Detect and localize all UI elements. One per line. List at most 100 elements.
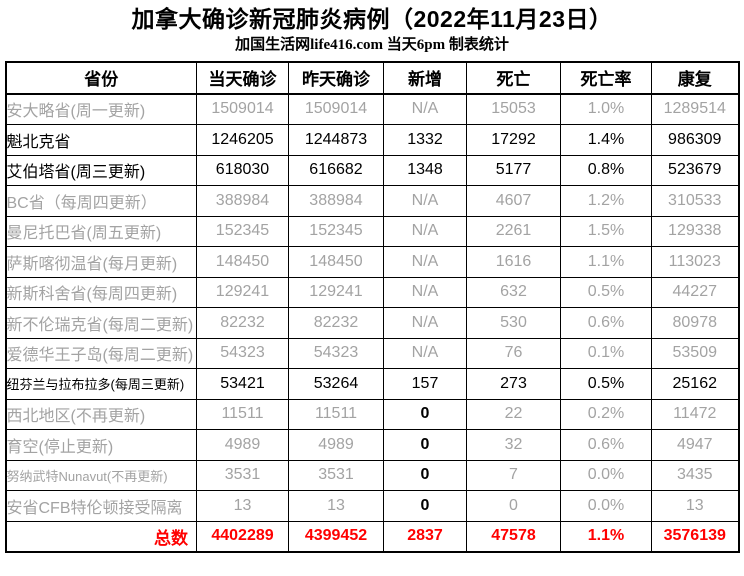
value-cell: 44227 [651,276,739,308]
column-header-yesterday-confirmed: 昨天确诊 [288,61,384,95]
value-cell: 13 [651,490,739,522]
value-cell: 273 [466,368,561,400]
value-cell: N/A [383,93,467,125]
value-cell: 113023 [651,246,739,278]
value-cell: 53509 [651,337,739,369]
value-cell: N/A [383,307,467,339]
value-cell: 47578 [466,520,561,553]
value-cell: N/A [383,337,467,369]
value-cell: 32 [466,429,561,461]
table-row: 纽芬兰与拉布拉多(每周三更新) 53421 53264 157 273 0.5% 25162 [5,368,739,400]
value-cell: 152345 [196,215,289,247]
value-cell: 0.5% [560,276,652,308]
value-cell: 76 [466,337,561,369]
total-row: 总数 4402289 4399452 2837 47578 1.1% 3576139 [5,520,739,553]
table-row: 新不伦瑞克省(每周二更新) 82232 82232 N/A 530 0.6% 80978 [5,307,739,339]
value-cell: 5177 [466,154,561,186]
page-subtitle: 加国生活网life416.com 当天6pm 制表统计 [235,37,509,53]
province-name-cell: 爱德华王子岛(每周二更新) [5,337,197,369]
column-header-today-confirmed: 当天确诊 [196,61,289,95]
value-cell: 4989 [288,429,384,461]
province-name-cell: 西北地区(不再更新) [5,398,197,430]
value-cell: 388984 [196,185,289,217]
value-cell: 54323 [288,337,384,369]
value-cell: 3576139 [651,520,739,553]
table-row: 爱德华王子岛(每周二更新) 54323 54323 N/A 76 0.1% 53509 [5,337,739,369]
value-cell: 1.2% [560,185,652,217]
value-cell: 4947 [651,429,739,461]
value-cell: 530 [466,307,561,339]
province-name-cell: 艾伯塔省(周三更新) [5,154,197,186]
province-name-cell: 萨斯喀彻温省(每月更新) [5,246,197,278]
page-title: 加拿大确诊新冠肺炎病例（2022年11月23日） [131,6,613,32]
value-cell: 0.6% [560,429,652,461]
value-cell: 4607 [466,185,561,217]
value-cell: 1246205 [196,124,289,156]
value-cell: 2837 [383,520,467,553]
value-cell: 53264 [288,368,384,400]
value-cell: 11511 [196,398,289,430]
table-row: 艾伯塔省(周三更新) 618030 616682 1348 5177 0.8% 523679 [5,154,739,186]
table-row: BC省（每周四更新） 388984 388984 N/A 4607 1.2% 310533 [5,185,739,217]
value-cell: 157 [383,368,467,400]
value-cell: 25162 [651,368,739,400]
province-name-cell: 新不伦瑞克省(每周二更新) [5,307,197,339]
value-cell: 0.0% [560,490,652,522]
value-cell: 3531 [288,459,384,491]
table-row: 魁北克省 1246205 1244873 1332 17292 1.4% 986309 [5,124,739,156]
value-cell: 1509014 [288,93,384,125]
value-cell: 388984 [288,185,384,217]
value-cell: 0.8% [560,154,652,186]
table-row: 努纳武特Nunavut(不再更新) 3531 3531 0 7 0.0% 3435 [5,459,739,491]
value-cell: 1332 [383,124,467,156]
province-name-cell: 魁北克省 [5,124,197,156]
value-cell: 11472 [651,398,739,430]
value-cell: 1244873 [288,124,384,156]
value-cell: 0.2% [560,398,652,430]
table-row: 育空(停止更新) 4989 4989 0 32 0.6% 4947 [5,429,739,461]
column-header-province: 省份 [5,61,197,95]
value-cell: 15053 [466,93,561,125]
value-cell: 7 [466,459,561,491]
value-cell: 54323 [196,337,289,369]
value-cell: 53421 [196,368,289,400]
value-cell: 618030 [196,154,289,186]
value-cell: 3435 [651,459,739,491]
province-name-cell: 努纳武特Nunavut(不再更新) [5,459,197,491]
value-cell: 0.0% [560,459,652,491]
value-cell: 1289514 [651,93,739,125]
covid-stats-table: 省份 当天确诊 昨天确诊 新增 死亡 死亡率 康复 安大略省(周一更新) 1509… [4,61,740,553]
value-cell: 4402289 [196,520,289,553]
value-cell: 129338 [651,215,739,247]
value-cell: 0 [466,490,561,522]
value-cell: 0.5% [560,368,652,400]
value-cell: 148450 [196,246,289,278]
value-cell: 616682 [288,154,384,186]
value-cell: 632 [466,276,561,308]
column-header-death-rate: 死亡率 [560,61,652,95]
province-name-cell: 安大略省(周一更新) [5,93,197,125]
column-header-recovered: 康复 [651,61,739,95]
value-cell: 0 [383,398,467,430]
value-cell: 82232 [288,307,384,339]
covid-report-card: 加拿大确诊新冠肺炎病例（2022年11月23日） 加国生活网life416.co… [0,5,744,553]
value-cell: 1.4% [560,124,652,156]
value-cell: 1509014 [196,93,289,125]
value-cell: 129241 [288,276,384,308]
value-cell: 80978 [651,307,739,339]
value-cell: 13 [196,490,289,522]
column-header-new-cases: 新增 [383,61,467,95]
value-cell: 1.5% [560,215,652,247]
value-cell: 152345 [288,215,384,247]
table-row: 安省CFB特伦顿接受隔离 13 13 0 0 0.0% 13 [5,490,739,522]
value-cell: 22 [466,398,561,430]
province-name-cell: BC省（每周四更新） [5,185,197,217]
table-header-row: 省份 当天确诊 昨天确诊 新增 死亡 死亡率 康复 [5,61,739,95]
value-cell: 0.1% [560,337,652,369]
value-cell: 13 [288,490,384,522]
table-row: 安大略省(周一更新) 1509014 1509014 N/A 15053 1.0% 1289… [5,93,739,125]
table-row: 新斯科舍省(每周四更新) 129241 129241 N/A 632 0.5% 44227 [5,276,739,308]
table-row: 西北地区(不再更新) 11511 11511 0 22 0.2% 11472 [5,398,739,430]
value-cell: 1.1% [560,520,652,553]
total-label-cell: 总数 [5,520,197,553]
